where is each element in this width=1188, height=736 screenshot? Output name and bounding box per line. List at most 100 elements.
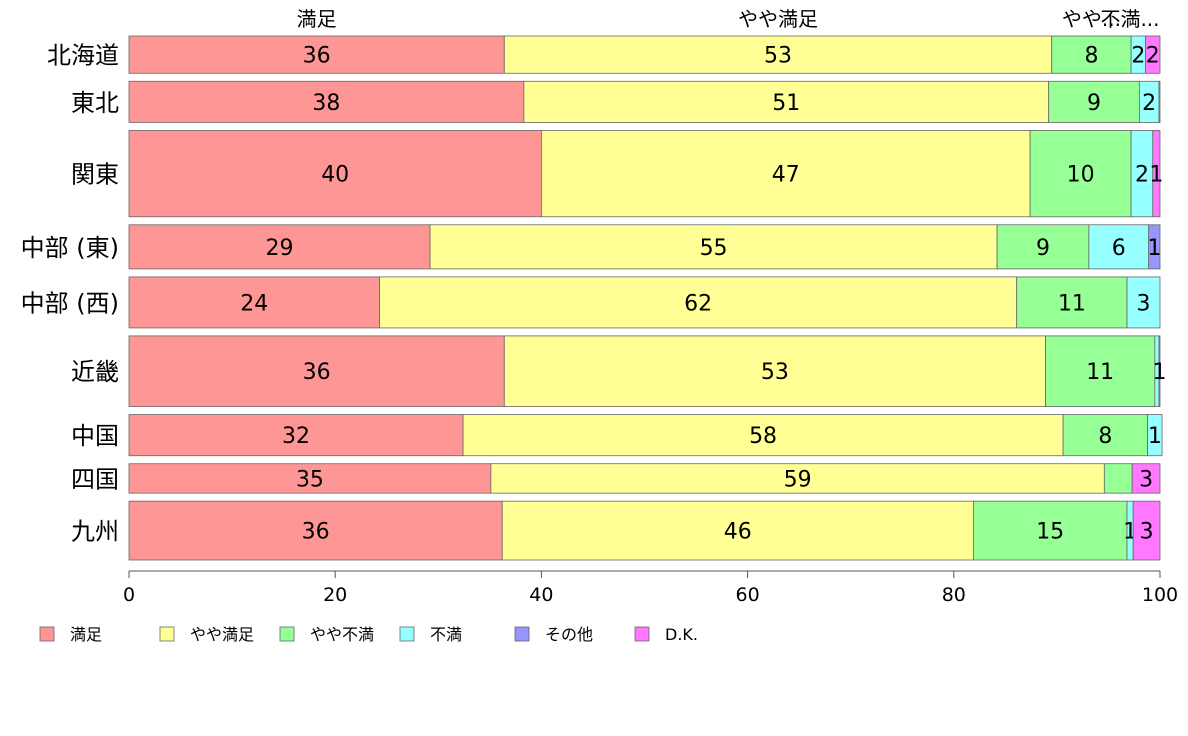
category-label: 四国 <box>71 465 119 493</box>
segment-header-label: やや満足 <box>738 7 818 31</box>
bar-segment <box>1132 500 1161 561</box>
x-axis: 0 20 40 60 80 100 <box>123 570 1178 606</box>
bar-segment <box>1126 276 1161 329</box>
bar-segment <box>1088 224 1150 270</box>
segment-header-labels: 満足 やや満足 やや...不満... <box>297 7 1160 31</box>
data-label: 15 <box>1036 520 1064 545</box>
data-label: 53 <box>761 360 789 385</box>
bar-segment <box>462 414 1064 457</box>
category-label: 中部 (東) <box>21 234 119 262</box>
legend-label: やや不満 <box>310 625 374 644</box>
data-label: 35 <box>296 467 324 492</box>
data-label: 1 <box>1152 360 1166 385</box>
data-label: 11 <box>1058 291 1086 316</box>
category-label: 九州 <box>71 518 119 546</box>
legend-swatch <box>634 626 650 642</box>
data-label: 29 <box>266 236 294 261</box>
category-label: 北海道 <box>47 42 119 70</box>
legend-swatch <box>514 626 530 642</box>
data-label: 8 <box>1098 424 1112 449</box>
segment-header-label: 満足 <box>297 7 337 31</box>
data-label: 1 <box>1147 236 1161 261</box>
data-label: 2 <box>1131 44 1145 69</box>
data-label: 6 <box>1112 236 1126 261</box>
bar-segment <box>1103 463 1133 494</box>
data-label: 46 <box>724 520 752 545</box>
data-label: 9 <box>1036 236 1050 261</box>
bar-segment <box>1048 80 1140 123</box>
data-label: 3 <box>1140 520 1154 545</box>
segment-header-label: 不満... <box>1100 7 1159 31</box>
bar-segment <box>501 500 974 561</box>
legend: 満足 やや満足 やや不満 不満 その他 D.K. <box>39 625 698 644</box>
bar-segment <box>503 335 1046 407</box>
data-label: 1 <box>1148 424 1162 449</box>
data-label: 36 <box>302 520 330 545</box>
category-label: 中国 <box>71 422 119 450</box>
bar-segment <box>1062 414 1149 457</box>
data-label: 62 <box>684 291 712 316</box>
data-label: 53 <box>764 44 792 69</box>
bar-segment <box>1131 463 1161 494</box>
data-label: 58 <box>749 424 777 449</box>
bar-segment <box>1029 130 1132 218</box>
bar-segment <box>379 276 1018 329</box>
data-label: 36 <box>303 360 331 385</box>
category-label: 近畿 <box>71 358 119 386</box>
data-label: 55 <box>700 236 728 261</box>
bar-segment <box>429 224 998 270</box>
bar-segment <box>1016 276 1128 329</box>
bar-segment <box>490 463 1105 494</box>
bar-segment <box>1152 130 1161 218</box>
data-label: 2 <box>1142 91 1156 116</box>
data-label: 3 <box>1137 291 1151 316</box>
data-label: 10 <box>1067 163 1095 188</box>
bar-segment <box>128 463 492 494</box>
bar-segment <box>996 224 1090 270</box>
bar-segment <box>1051 35 1132 74</box>
bar-segment <box>1147 414 1163 457</box>
legend-swatch <box>279 626 295 642</box>
legend-swatch <box>399 626 415 642</box>
bar-segment <box>1145 35 1161 74</box>
data-label: 32 <box>282 424 310 449</box>
x-tick-label: 80 <box>942 584 966 606</box>
bar-segment <box>1045 335 1156 407</box>
x-tick-label: 0 <box>123 584 135 606</box>
data-label: 24 <box>240 291 268 316</box>
bar-segment <box>972 500 1128 561</box>
bar-segment <box>128 224 431 270</box>
data-label: 9 <box>1087 91 1101 116</box>
legend-label: 満足 <box>70 625 102 644</box>
bar-segment <box>128 80 525 123</box>
x-tick-label: 20 <box>323 584 347 606</box>
x-tick-label: 60 <box>736 584 760 606</box>
category-label: 東北 <box>71 89 119 117</box>
bar-segment <box>541 130 1031 218</box>
legend-label: その他 <box>545 625 593 644</box>
data-label: 2 <box>1146 44 1160 69</box>
legend-label: D.K. <box>665 625 698 644</box>
bar-segment <box>1148 224 1161 270</box>
data-label: 2 <box>1135 163 1149 188</box>
legend-label: 不満 <box>430 625 462 644</box>
bar-segment <box>128 130 542 218</box>
legend-swatch <box>39 626 55 642</box>
legend-label: やや満足 <box>190 625 254 644</box>
x-tick-label: 40 <box>529 584 553 606</box>
data-label: 36 <box>303 44 331 69</box>
category-label: 中部 (西) <box>21 289 119 317</box>
bar-segment <box>523 80 1050 123</box>
bar-segment <box>503 35 1053 74</box>
data-label: 40 <box>321 163 349 188</box>
bar-segment <box>128 35 505 74</box>
legend-swatch <box>159 626 175 642</box>
x-tick-label: 100 <box>1142 584 1178 606</box>
data-label: 51 <box>772 91 800 116</box>
segment-header-label: やや... <box>1062 7 1121 31</box>
bar-segment <box>1158 335 1161 407</box>
data-label: 8 <box>1084 44 1098 69</box>
data-label: 1 <box>1149 163 1163 188</box>
bars-group: 36 53 8 2 238 51 9 240 47 10 2 129 55 9 6 124 62 11 336 53 1… <box>128 35 1166 561</box>
